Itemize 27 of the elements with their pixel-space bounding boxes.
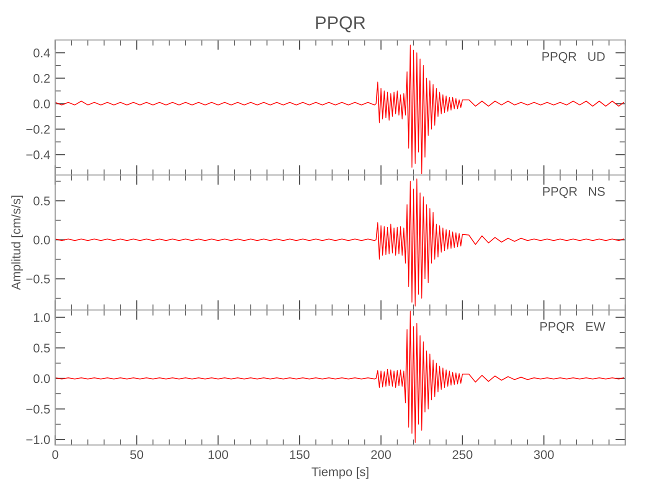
y-tick-label: −0.2 (26, 124, 50, 134)
y-tick-label: −0.5 (26, 404, 50, 414)
x-tick-label: 200 (371, 450, 391, 460)
chart-title: PPQR (316, 16, 366, 32)
x-axis-title: Tiempo [s] (312, 467, 368, 479)
x-tick-label: 50 (130, 450, 144, 460)
x-tick-label: 150 (290, 450, 310, 460)
y-tick-label: 0.5 (34, 344, 50, 353)
y-tick-label: 0.0 (34, 99, 50, 108)
x-tick-label: 0 (52, 450, 58, 460)
annotation: PPQR UD (542, 52, 605, 64)
y-axis-title: Amplitud [cm/s/s] (11, 196, 23, 290)
y-tick-label: −0.5 (26, 274, 50, 284)
y-tick-label: 0.0 (34, 236, 50, 244)
y-tick-label: −0.4 (26, 150, 50, 160)
y-tick-label: 0.4 (34, 48, 50, 58)
line-series (55, 178, 624, 307)
y-tick-label: 0.0 (34, 374, 50, 384)
y-tick-label: 1.0 (34, 313, 50, 322)
x-tick-label: 300 (534, 450, 554, 460)
y-tick-label: 0.2 (34, 74, 50, 83)
annotation: PPQR NS (543, 187, 605, 198)
x-tick-label: 250 (452, 450, 472, 460)
y-tick-label: −1.0 (26, 435, 50, 444)
x-tick-label: 100 (208, 450, 228, 460)
annotation: PPQR EW (540, 322, 606, 334)
y-tick-label: 0.5 (34, 196, 50, 206)
